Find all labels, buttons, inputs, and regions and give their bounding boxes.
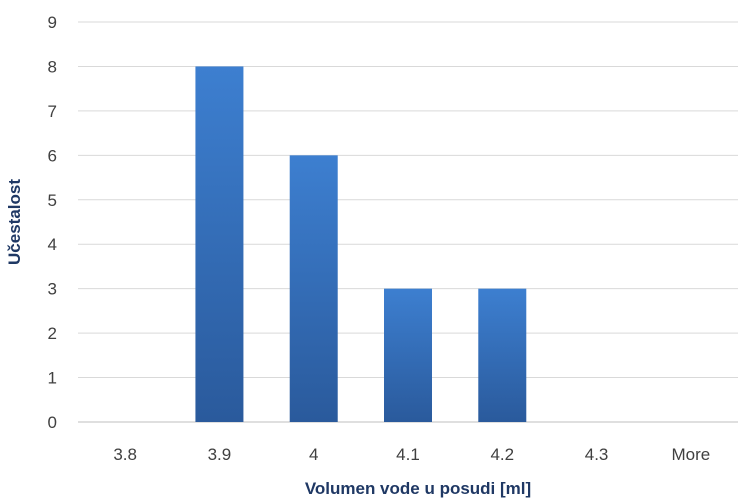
- x-tick-label: 3.9: [208, 445, 232, 464]
- y-tick-label: 4: [48, 235, 57, 254]
- x-tick-label: 3.8: [113, 445, 137, 464]
- x-tick-label: 4: [309, 445, 318, 464]
- y-tick-label: 6: [48, 146, 57, 165]
- x-axis-title: Volumen vode u posudi [ml]: [305, 479, 531, 498]
- bar-4.2: [478, 288, 527, 422]
- bar-4.1: [384, 288, 432, 422]
- y-tick-label: 3: [48, 280, 57, 299]
- y-tick-label: 2: [48, 324, 57, 343]
- x-tick-labels: 3.8 3.9 4 4.1 4.2 4.3 More: [113, 445, 710, 464]
- y-axis-title: Učestalost: [5, 179, 24, 265]
- y-tick-labels: 0 1 2 3 4 5 6 7 8 9: [48, 13, 57, 432]
- bars: [195, 66, 527, 423]
- y-tick-label: 0: [48, 413, 57, 432]
- x-tick-label: 4.1: [396, 445, 420, 464]
- y-tick-label: 8: [48, 57, 57, 76]
- gridlines: [78, 21, 738, 423]
- x-tick-label: 4.2: [490, 445, 514, 464]
- y-tick-label: 7: [48, 102, 57, 121]
- y-tick-label: 5: [48, 191, 57, 210]
- x-tick-label: More: [671, 445, 710, 464]
- y-tick-label: 9: [48, 13, 57, 32]
- bar-3.9: [195, 66, 244, 422]
- bar-4: [289, 155, 338, 423]
- y-tick-label: 1: [48, 369, 57, 388]
- x-tick-label: 4.3: [585, 445, 609, 464]
